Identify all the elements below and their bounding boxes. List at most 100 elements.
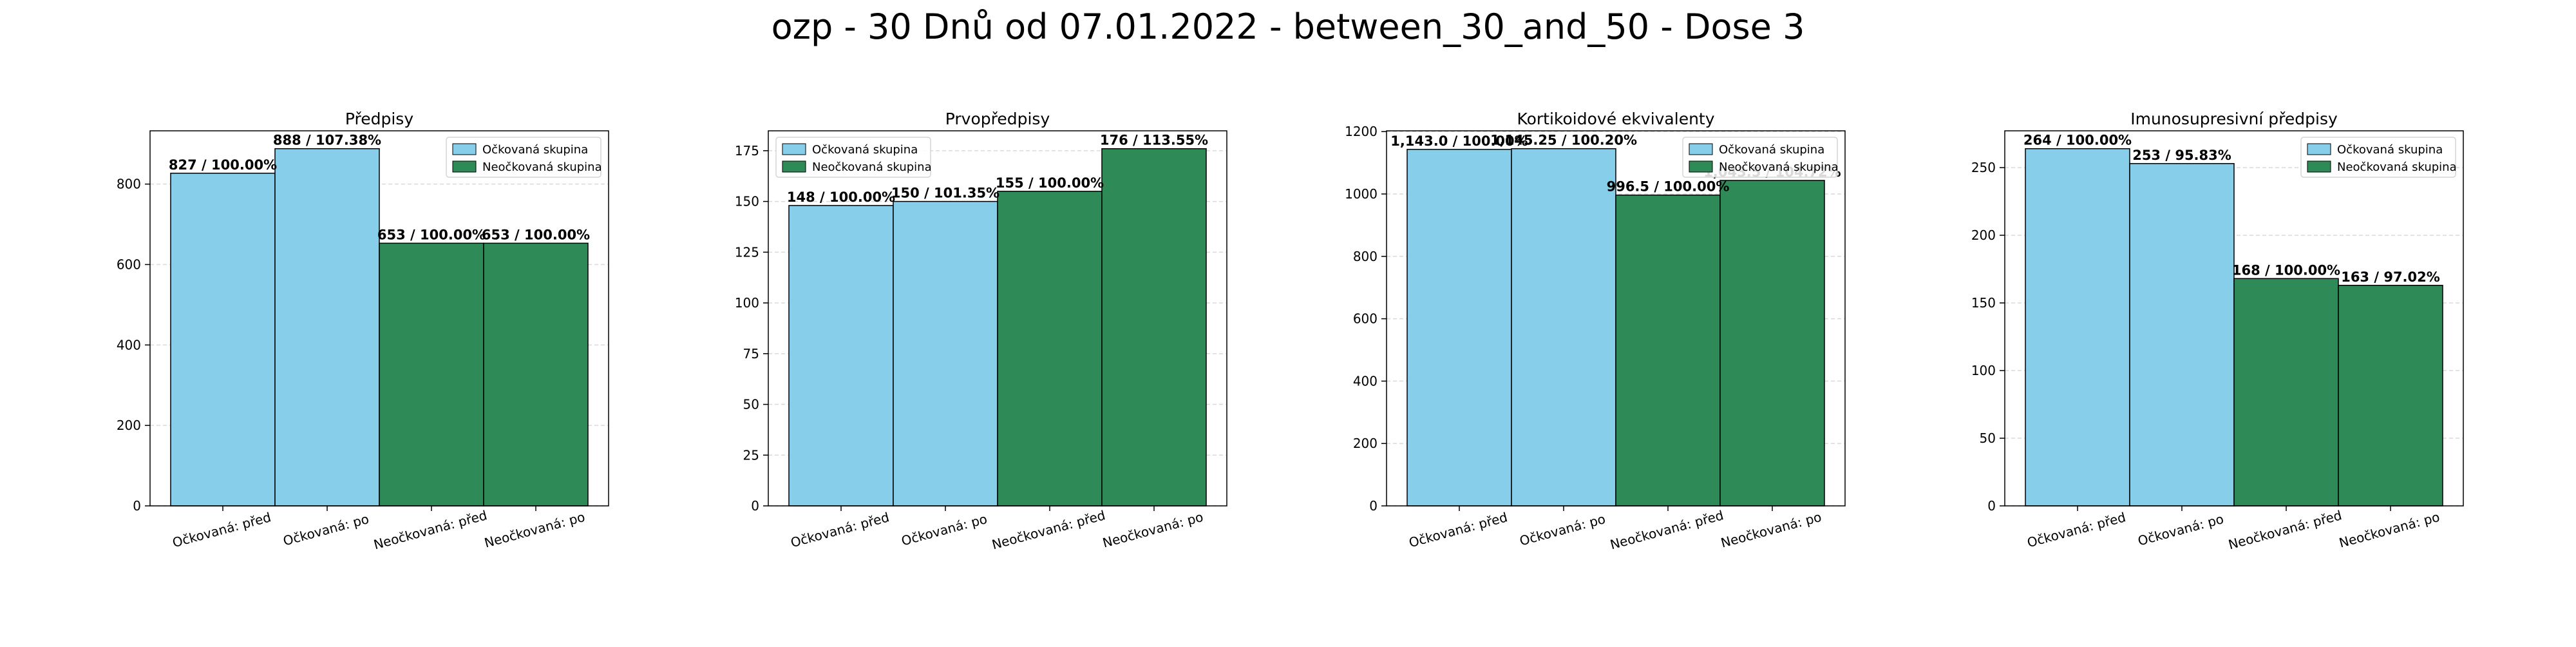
bar-value-label: 253 / 95.83%: [2132, 148, 2231, 163]
legend-label: Očkovaná skupina: [482, 143, 588, 157]
legend-swatch: [782, 160, 806, 173]
bar: [1511, 148, 1616, 507]
x-tick-label: Očkovaná: před: [2025, 509, 2127, 550]
bar-value-label: 155 / 100.00%: [996, 175, 1104, 191]
subplot-title: Kortikoidové ekvivalenty: [1517, 110, 1714, 128]
y-tick-label: 175: [735, 143, 759, 159]
y-tick-label: 0: [133, 498, 141, 514]
subplot-title: Předpisy: [345, 110, 413, 128]
legend-swatch: [452, 143, 477, 155]
subplot-title: Imunosupresivní předpisy: [2130, 110, 2338, 128]
figure-suptitle: ozp - 30 Dnů od 07.01.2022 - between_30_…: [772, 6, 1805, 47]
bar: [2025, 148, 2130, 507]
bar-value-label: 888 / 107.38%: [273, 133, 381, 148]
bar: [483, 242, 589, 507]
y-tick-label: 800: [117, 177, 141, 192]
y-tick-label: 50: [1980, 430, 1996, 446]
legend-box: [446, 137, 601, 178]
y-tick-label: 600: [1353, 311, 1378, 327]
legend-box: [2300, 137, 2456, 178]
legend-label: Neočkovaná skupina: [482, 160, 602, 174]
x-tick-label: Neočkovaná: před: [1609, 507, 1725, 552]
legend: Očkovaná skupina Neočkovaná skupina: [446, 137, 602, 178]
bar-value-label: 148 / 100.00%: [787, 189, 895, 205]
legend-swatch: [1689, 160, 1713, 173]
y-tick-label: 250: [1971, 160, 1996, 175]
legend-label: Očkovaná skupina: [812, 143, 918, 157]
bar: [1406, 149, 1512, 507]
subplot-2: 148 / 100.00%150 / 101.35%155 / 100.00% 1…: [735, 110, 1227, 552]
bar: [893, 200, 998, 507]
y-tick-label: 0: [1987, 498, 1996, 514]
legend-label: Neočkovaná skupina: [812, 160, 932, 174]
bar: [274, 148, 380, 507]
y-tick-label: 150: [735, 194, 759, 209]
bar-value-label: 150 / 101.35%: [891, 186, 999, 201]
legend: Očkovaná skupina Neočkovaná skupina: [775, 137, 932, 178]
axes-frame: [2004, 130, 2464, 507]
y-tick-label: 200: [1353, 436, 1378, 451]
legend: Očkovaná skupina Neočkovaná skupina: [1682, 137, 1839, 178]
x-tick-label: Neočkovaná: před: [990, 507, 1107, 552]
bar-value-label: 264 / 100.00%: [2023, 133, 2132, 148]
legend-label: Očkovaná skupina: [2337, 143, 2443, 157]
subplot-1: 827 / 100.00%888 / 107.38%653 / 100.00%6…: [117, 110, 609, 552]
bar-value-label: 1,143.0 / 100.00%: [1390, 133, 1528, 149]
bar-value-label: 163 / 97.02%: [2341, 269, 2440, 285]
y-tick-label: 100: [1971, 363, 1996, 378]
y-tick-label: 200: [117, 418, 141, 433]
x-tick-label: Neočkovaná: po: [1101, 509, 1204, 551]
bar-value-label: 1,145.25 / 100.20%: [1490, 133, 1637, 148]
axes-frame: [149, 130, 609, 507]
y-tick-label: 1000: [1345, 186, 1378, 202]
legend-label: Neočkovaná skupina: [2337, 160, 2457, 174]
legend-swatch: [1689, 143, 1713, 155]
bar: [170, 173, 276, 507]
x-tick-label: Očkovaná: před: [171, 509, 272, 550]
subplot-4: 264 / 100.00%253 / 95.83% 168 / 100.00% 16…: [1971, 110, 2464, 552]
x-tick-label: Očkovaná: po: [1518, 511, 1607, 549]
bar: [2233, 278, 2339, 507]
bar: [997, 191, 1103, 507]
legend-swatch: [452, 160, 477, 173]
x-tick-label: Očkovaná: před: [1407, 509, 1509, 550]
x-tick-label: Očkovaná: před: [789, 509, 891, 550]
x-tick-label: Očkovaná: po: [281, 511, 370, 549]
bar-value-label: 168 / 100.00%: [2232, 262, 2340, 278]
bar: [788, 205, 894, 507]
y-tick-label: 25: [743, 447, 759, 463]
y-tick-label: 0: [751, 498, 759, 514]
legend-swatch: [2307, 160, 2331, 173]
x-tick-label: Neočkovaná: po: [1719, 509, 1823, 551]
bar: [2129, 163, 2235, 507]
bar-value-label: 827 / 100.00%: [169, 157, 277, 173]
subplots: 827 / 100.00%888 / 107.38%653 / 100.00%6…: [117, 110, 2464, 552]
x-tick-label: Neočkovaná: po: [482, 509, 586, 551]
bar-value-label: 653 / 100.00%: [482, 227, 590, 242]
legend: Očkovaná skupina Neočkovaná skupina: [2300, 137, 2457, 178]
x-tick-label: Neočkovaná: před: [372, 507, 489, 552]
y-tick-label: 125: [735, 244, 759, 260]
x-tick-label: Očkovaná: po: [2136, 511, 2225, 549]
legend-swatch: [2307, 143, 2331, 155]
bar: [1101, 148, 1207, 507]
y-tick-label: 600: [117, 256, 141, 272]
bar: [379, 242, 484, 507]
bar-value-label: 653 / 100.00%: [377, 227, 486, 242]
y-tick-label: 50: [743, 397, 759, 412]
y-tick-label: 75: [743, 346, 759, 362]
y-tick-label: 150: [1971, 295, 1996, 311]
legend-label: Očkovaná skupina: [1719, 143, 1824, 157]
y-tick-label: 1200: [1345, 124, 1378, 139]
x-tick-label: Očkovaná: po: [900, 511, 989, 549]
x-tick-label: Neočkovaná: před: [2227, 507, 2344, 552]
bar: [1719, 180, 1825, 507]
y-tick-label: 0: [1369, 498, 1378, 514]
y-tick-label: 400: [117, 337, 141, 352]
y-tick-label: 100: [735, 295, 759, 311]
legend-box: [1682, 137, 1838, 178]
bar: [1615, 194, 1721, 507]
y-tick-label: 200: [1971, 227, 1996, 243]
